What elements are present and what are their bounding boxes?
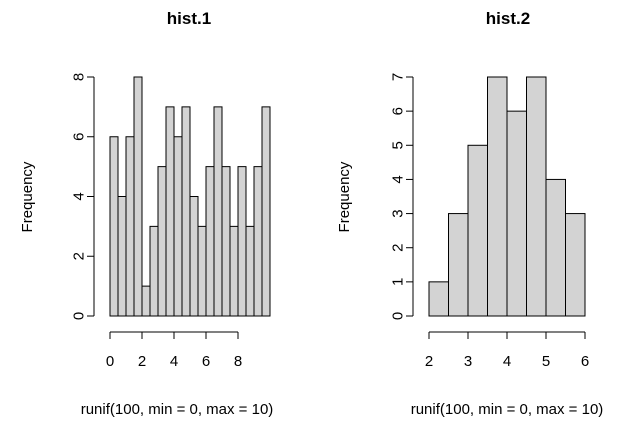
histogram-bar <box>205 166 215 317</box>
hist-1-panel: hist.1 Frequency runif(100, min = 0, max… <box>19 9 273 418</box>
y-tick-label: 0 <box>390 312 407 320</box>
x-tick-label: 8 <box>234 353 242 370</box>
histogram-bar <box>545 178 566 317</box>
y-tick-label: 2 <box>390 244 407 252</box>
x-axis-label: runif(100, min = 0, max = 10) <box>411 401 604 418</box>
histogram-bar <box>526 76 547 317</box>
histogram-bar <box>448 213 469 317</box>
histogram-bar <box>245 225 255 317</box>
histogram-bar <box>133 76 143 317</box>
chart-title: hist.1 <box>167 9 211 28</box>
histogram-bars <box>109 76 271 317</box>
histogram-bar <box>506 110 527 317</box>
histogram-bar <box>157 166 167 317</box>
x-tick-label: 2 <box>138 353 146 370</box>
histogram-bar <box>109 136 119 317</box>
y-tick-label: 3 <box>390 209 407 217</box>
x-tick-label: 6 <box>202 353 210 370</box>
y-tick-label: 8 <box>71 73 88 81</box>
x-axis: 0 2 4 6 8 <box>106 331 242 370</box>
x-tick-label: 4 <box>503 353 511 370</box>
x-tick-label: 4 <box>170 353 178 370</box>
histogram-bar <box>149 225 159 317</box>
y-axis-label: Frequency <box>19 161 36 232</box>
histogram-bar <box>165 106 175 317</box>
histogram-bar <box>117 196 127 317</box>
histogram-bar <box>253 166 263 317</box>
histogram-bar <box>467 144 488 317</box>
histogram-bar <box>237 166 247 317</box>
y-axis: 0 2 4 6 8 <box>71 73 95 320</box>
chart-title: hist.2 <box>486 9 530 28</box>
x-tick-label: 5 <box>542 353 550 370</box>
x-tick-label: 6 <box>581 353 589 370</box>
histogram-bar <box>565 213 586 317</box>
histogram-bar <box>173 136 183 317</box>
histogram-bar <box>229 225 239 317</box>
histogram-bar <box>141 285 151 317</box>
y-tick-label: 7 <box>390 73 407 81</box>
histogram-bar <box>221 166 231 317</box>
histogram-bar <box>181 106 191 317</box>
hist-2-panel: hist.2 Frequency runif(100, min = 0, max… <box>336 9 603 418</box>
histogram-bar <box>428 281 449 317</box>
y-tick-label: 4 <box>71 192 88 200</box>
y-tick-label: 1 <box>390 278 407 286</box>
y-tick-label: 4 <box>390 175 407 183</box>
histogram-bar <box>189 196 199 317</box>
histogram-bar <box>261 106 271 317</box>
histogram-bar <box>197 225 207 317</box>
x-axis-label: runif(100, min = 0, max = 10) <box>81 401 274 418</box>
x-tick-label: 2 <box>425 353 433 370</box>
x-tick-label: 0 <box>106 353 114 370</box>
y-tick-label: 6 <box>390 107 407 115</box>
y-tick-label: 2 <box>71 252 88 260</box>
histogram-bar <box>213 106 223 317</box>
histogram-bar <box>125 136 135 317</box>
y-tick-label: 6 <box>71 133 88 141</box>
histogram-bars <box>428 76 586 317</box>
y-axis-label: Frequency <box>336 161 353 232</box>
y-axis: 0 1 2 3 4 5 6 7 <box>390 73 414 320</box>
y-tick-label: 0 <box>71 312 88 320</box>
x-tick-label: 3 <box>464 353 472 370</box>
x-axis: 2 3 4 5 6 <box>425 331 589 370</box>
y-tick-label: 5 <box>390 141 407 149</box>
histogram-bar <box>487 76 508 317</box>
